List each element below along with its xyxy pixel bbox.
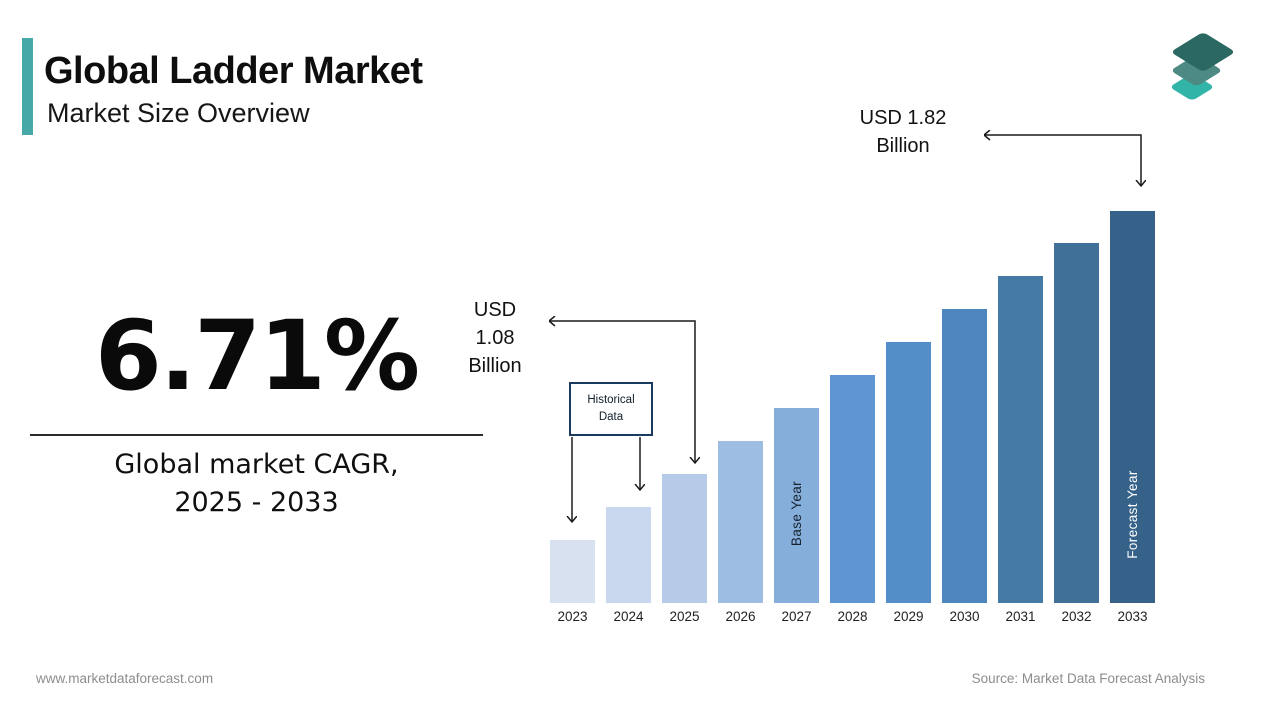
historical-data-line2: Data [598, 411, 624, 423]
x-tick-label-2029: 2029 [893, 609, 924, 624]
bar-column-2027: Base Year 2027 [774, 200, 819, 624]
base-value-line1: USD [473, 299, 517, 321]
base-value-line3: Billion [468, 355, 522, 377]
cagr-value: 6.71% [94, 300, 420, 412]
bar-column-2026: 2026 [718, 200, 763, 624]
bar-column-2031: 2031 [998, 200, 1043, 624]
bar-column-2023: 2023 [550, 200, 595, 624]
x-tick-label-2027: 2027 [781, 609, 812, 624]
arrow-to-2033-bar [984, 135, 1141, 186]
x-tick-label-2031: 2031 [1005, 609, 1036, 624]
bar-2026 [718, 441, 763, 603]
base-value-annotation: USD 1.08 Billion [454, 296, 536, 380]
x-tick-label-2032: 2032 [1061, 609, 1092, 624]
base-value-line2: 1.08 [475, 327, 515, 349]
forecast-year-label: Forecast Year [1125, 469, 1141, 559]
website-url: www.marketdataforecast.com [36, 671, 214, 686]
base-year-label: Base Year [789, 480, 804, 546]
forecast-year-label-wrap: Forecast Year [1110, 469, 1155, 559]
x-tick-label-2030: 2030 [949, 609, 980, 624]
bar-column-2025: 2025 [662, 200, 707, 624]
stat-divider-line [30, 434, 483, 436]
historical-data-box: Historical Data [569, 382, 653, 436]
x-tick-label-2025: 2025 [669, 609, 700, 624]
page-title: Global Ladder Market [44, 50, 423, 92]
x-tick-label-2023: 2023 [557, 609, 588, 624]
bar-chart: 2023 2024 2025 2026 Base Year 2027 2028 2029 203… [550, 200, 1158, 624]
x-tick-label-2026: 2026 [725, 609, 756, 624]
peak-value-line2: Billion [876, 135, 930, 157]
base-year-label-wrap: Base Year [774, 478, 819, 548]
cagr-caption-line2: 2025 - 2033 [174, 487, 339, 518]
x-tick-label-2033: 2033 [1117, 609, 1148, 624]
bar-2025 [662, 474, 707, 603]
historical-data-line1: Historical [587, 394, 635, 406]
bar-column-2032: 2032 [1054, 200, 1099, 624]
bar-2029 [886, 342, 931, 603]
bar-column-2033: Forecast Year 2033 [1110, 200, 1155, 624]
bar-column-2029: 2029 [886, 200, 931, 624]
bar-2027: Base Year [774, 408, 819, 603]
bar-2032 [1054, 243, 1099, 603]
source-credit: Source: Market Data Forecast Analysis [971, 671, 1205, 686]
bar-2028 [830, 375, 875, 603]
cagr-caption: Global market CAGR, 2025 - 2033 [30, 446, 483, 522]
bar-column-2030: 2030 [942, 200, 987, 624]
x-tick-label-2024: 2024 [613, 609, 644, 624]
page-subtitle: Market Size Overview [47, 98, 310, 128]
layered-diamonds-logo-icon [1160, 26, 1252, 108]
x-tick-label-2028: 2028 [837, 609, 868, 624]
bar-2030 [942, 309, 987, 603]
bar-2031 [998, 276, 1043, 603]
bar-2033: Forecast Year [1110, 211, 1155, 603]
bar-2023 [550, 540, 595, 603]
cagr-caption-line1: Global market CAGR, [114, 449, 399, 480]
peak-value-line1: USD 1.82 [859, 107, 947, 129]
bar-2024 [606, 507, 651, 603]
bar-column-2024: 2024 [606, 200, 651, 624]
bar-column-2028: 2028 [830, 200, 875, 624]
peak-value-annotation: USD 1.82 Billion [838, 104, 968, 160]
teal-accent-bar [22, 38, 33, 135]
